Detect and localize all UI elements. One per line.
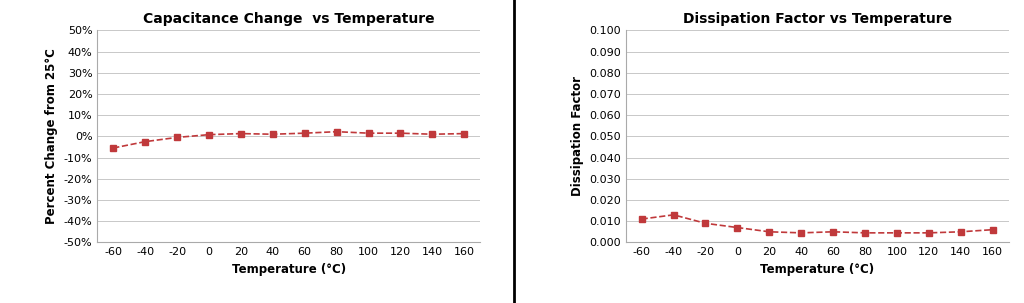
X-axis label: Temperature (°C): Temperature (°C): [231, 263, 346, 276]
X-axis label: Temperature (°C): Temperature (°C): [760, 263, 874, 276]
Y-axis label: Percent Change from 25°C: Percent Change from 25°C: [45, 48, 58, 224]
Y-axis label: Dissipation Factor: Dissipation Factor: [570, 76, 584, 196]
Title: Dissipation Factor vs Temperature: Dissipation Factor vs Temperature: [683, 12, 951, 26]
Title: Capacitance Change  vs Temperature: Capacitance Change vs Temperature: [143, 12, 434, 26]
